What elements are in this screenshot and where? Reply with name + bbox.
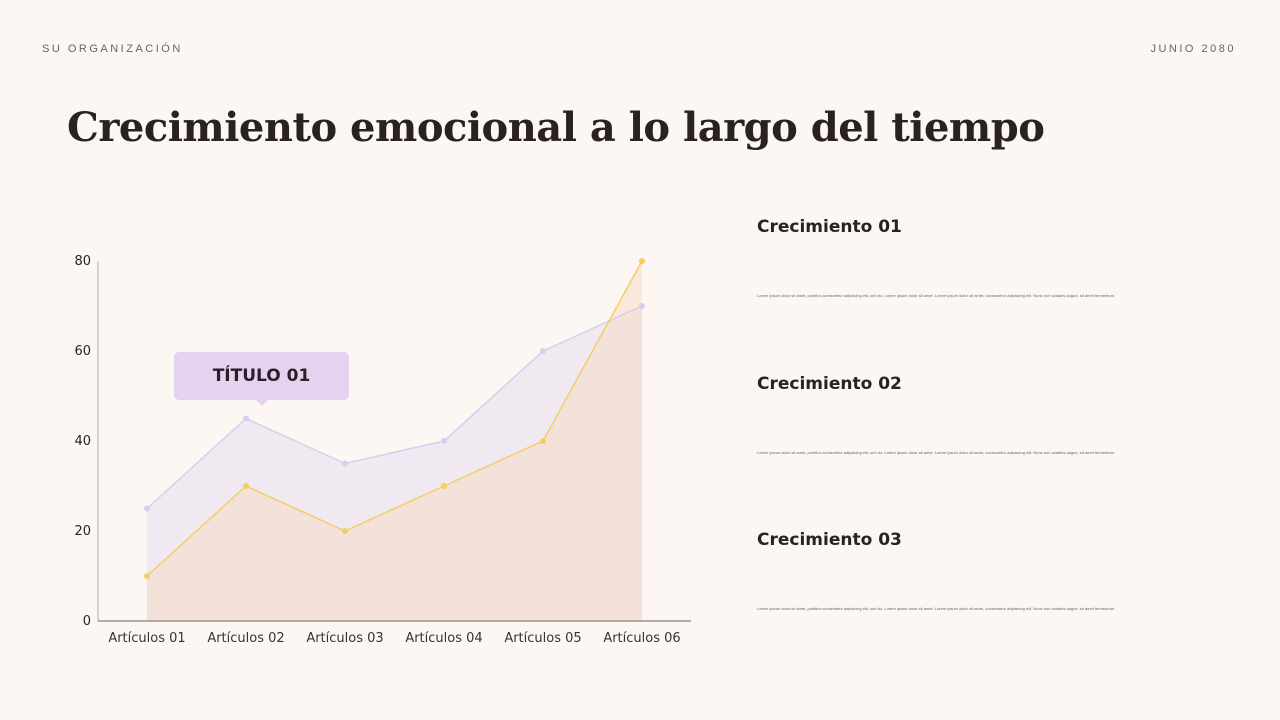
series-1-area [147,306,642,621]
x-tick-label: Artículos 06 [603,631,680,646]
growth-heading: Crecimiento 01 [757,217,902,237]
series-1-point [144,505,150,512]
series-2-point [441,483,447,489]
series-1-point [441,438,447,444]
growth-heading: Crecimiento 02 [757,374,902,394]
growth-item-1: Crecimiento 01 Lorem ipsum dolor sit ame… [757,217,1177,298]
y-tick-label: 20 [74,524,91,539]
x-tick-label: Artículos 04 [405,631,482,646]
series-1-point [540,348,546,354]
callout-label: TÍTULO 01 [174,352,349,406]
growth-text: Lorem ipsum dolor sit amet, porttitor co… [757,293,1116,298]
series-1-point [639,303,645,309]
growth-text: Lorem ipsum dolor sit amet, porttitor co… [757,450,1116,455]
organization-label: SU ORGANIZACIÓN [42,43,183,55]
series-2-point [540,438,546,444]
series-2-area [147,261,642,621]
series-1-line [146,305,643,510]
growth-item-2: Crecimiento 02 Lorem ipsum dolor sit ame… [757,374,1177,455]
y-tick-label: 0 [83,614,91,629]
date-label: JUNIO 2080 [1150,43,1236,55]
growth-heading: Crecimiento 03 [757,530,902,550]
series-2-point [144,573,150,579]
growth-item-3: Crecimiento 03 Lorem ipsum dolor sit ame… [757,530,1177,611]
series-2-line [146,260,643,577]
y-tick-label: 80 [74,254,91,269]
x-tick-label: Artículos 02 [207,631,284,646]
x-tick-label: Artículos 03 [306,631,383,646]
x-tick-label: Artículos 05 [504,631,581,646]
series-2-point [639,258,645,264]
series-2-point [342,528,348,534]
series-1-point [243,415,249,422]
series-2-point [243,483,249,489]
y-tick-label: 60 [74,344,91,359]
page-title: Crecimiento emocional a lo largo del tie… [67,104,1045,151]
y-tick-label: 40 [74,434,91,449]
series-1-point [342,460,348,467]
x-tick-label: Artículos 01 [108,631,185,646]
growth-text: Lorem ipsum dolor sit amet, porttitor co… [757,606,1116,611]
